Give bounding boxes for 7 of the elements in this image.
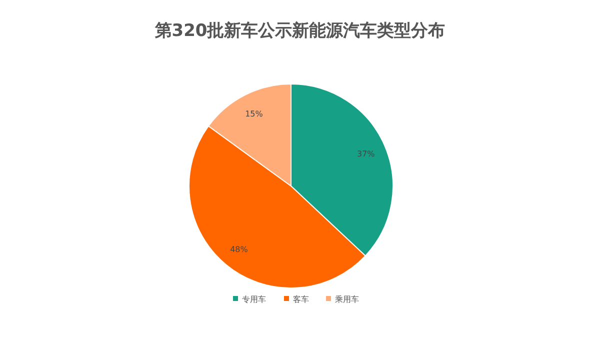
- legend-label: 专用车: [242, 295, 266, 304]
- chart-title: 第320批新车公示新能源汽车类型分布: [154, 21, 446, 41]
- data-label: 15%: [245, 109, 264, 118]
- legend-label: 客车: [293, 295, 309, 304]
- data-label: 48%: [230, 244, 248, 254]
- data-label: 37%: [357, 150, 376, 159]
- legend-label: 乘用车: [335, 295, 359, 304]
